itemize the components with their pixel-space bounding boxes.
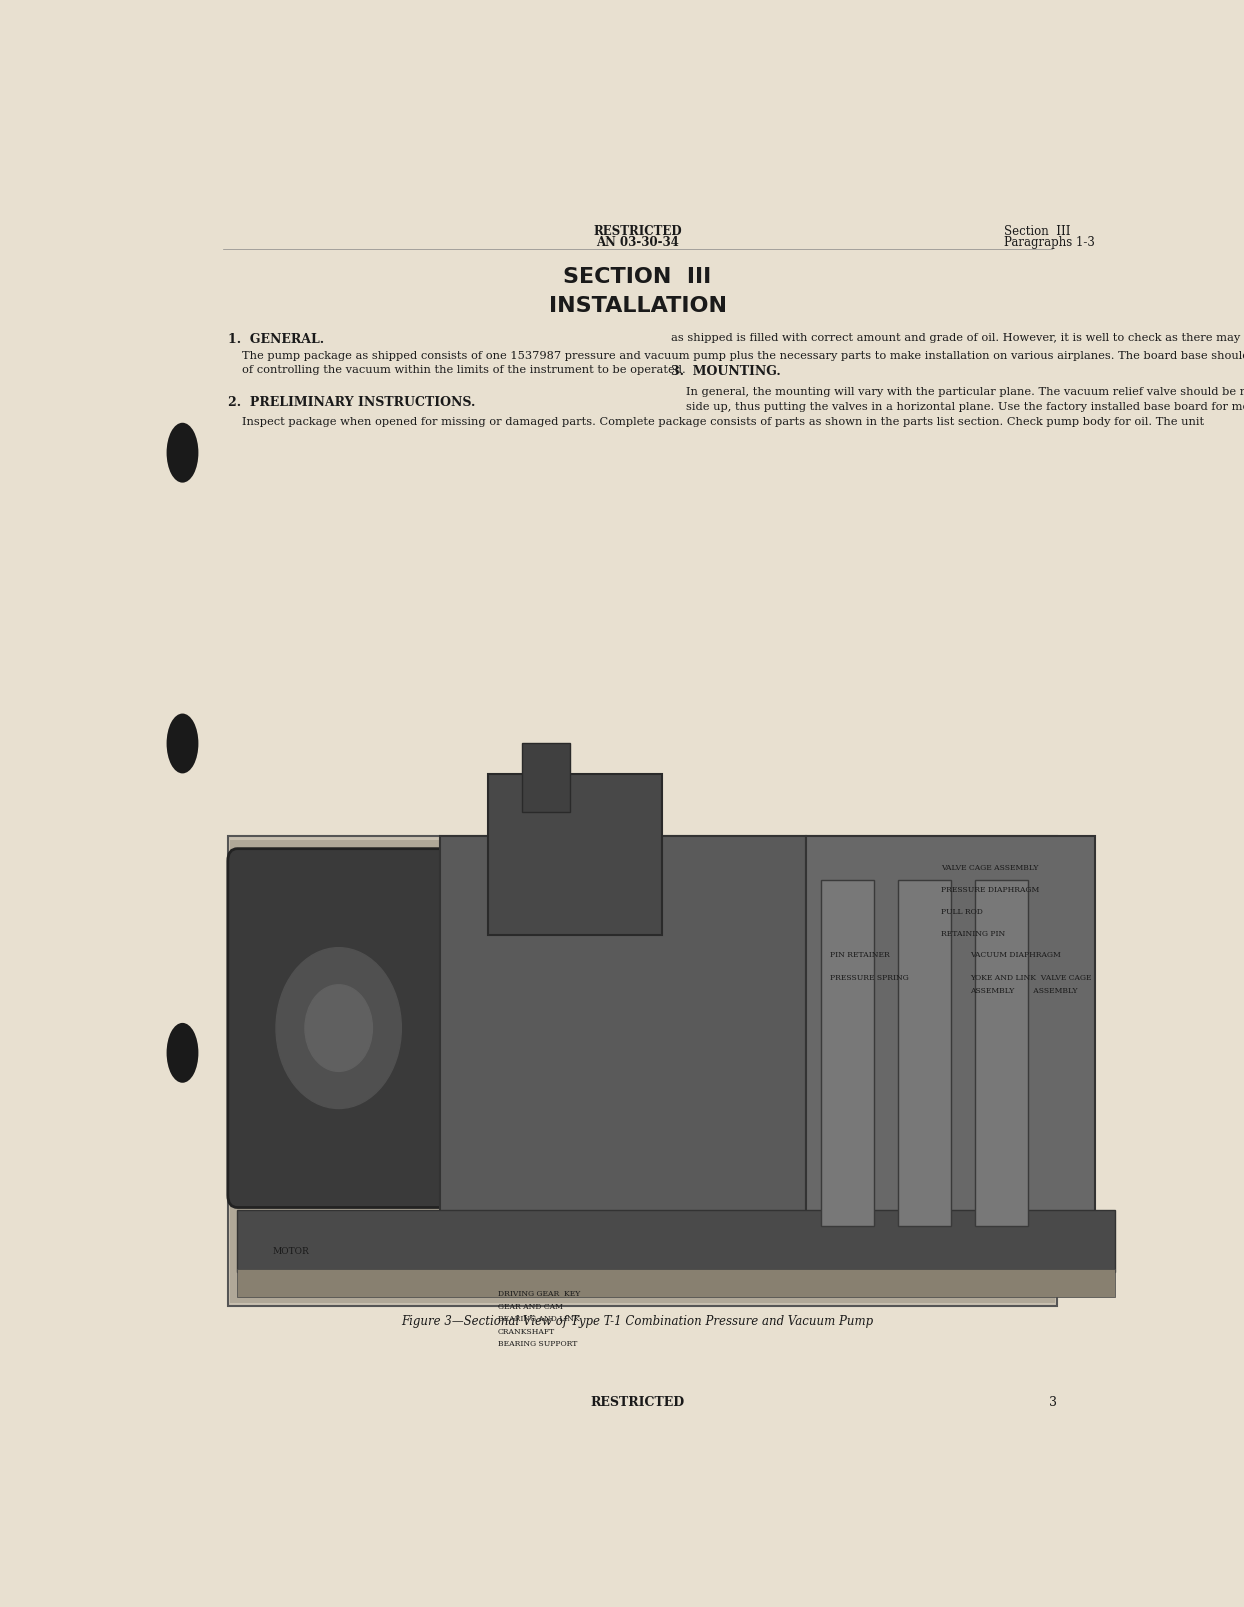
Text: RESTRICTED: RESTRICTED [593,225,682,238]
Text: INSTALLATION: INSTALLATION [549,296,726,315]
Text: PRESSURE DIAPHRAGM: PRESSURE DIAPHRAGM [942,885,1040,893]
Text: of controlling the vacuum within the limits of the instrument to be operated.: of controlling the vacuum within the lim… [243,365,685,376]
Text: RETAINING PIN: RETAINING PIN [942,930,1005,938]
Text: ASSEMBLY        ASSEMBLY: ASSEMBLY ASSEMBLY [970,987,1077,995]
Bar [821,879,873,1226]
Text: 3: 3 [1049,1395,1057,1409]
Text: as shipped is filled with correct amount and grade of oil. However, it is well t: as shipped is filled with correct amount… [672,333,1244,342]
Bar [238,1270,1115,1297]
Text: Section  III: Section III [1004,225,1070,238]
Text: CRANKSHAFT: CRANKSHAFT [498,1327,555,1335]
Ellipse shape [167,1024,198,1083]
Text: 3.  MOUNTING.: 3. MOUNTING. [672,365,781,379]
Bar [238,1210,1115,1271]
Bar [898,879,950,1226]
Text: Figure 3—Sectional View of Type T-1 Combination Pressure and Vacuum Pump: Figure 3—Sectional View of Type T-1 Comb… [402,1315,873,1327]
Text: PRESSURE SPRING: PRESSURE SPRING [831,974,909,982]
Text: The pump package as shipped consists of one 1537987 pressure and vacuum pump plu: The pump package as shipped consists of … [243,350,1244,360]
Text: PIN RETAINER: PIN RETAINER [831,951,891,959]
Circle shape [305,985,372,1072]
Text: Inspect package when opened for missing or damaged parts. Complete package consi: Inspect package when opened for missing … [243,416,1204,427]
Bar [440,836,806,1244]
FancyBboxPatch shape [228,848,449,1207]
Ellipse shape [167,714,198,773]
Text: BEARING AND LINK: BEARING AND LINK [498,1315,580,1323]
Text: YOKE AND LINK  VALVE CAGE: YOKE AND LINK VALVE CAGE [970,974,1092,982]
Text: Paragraphs 1-3: Paragraphs 1-3 [1004,236,1095,249]
Bar [488,775,662,935]
Text: RESTRICTED: RESTRICTED [591,1395,684,1409]
Bar [522,744,570,812]
Text: PULL ROD: PULL ROD [942,908,983,916]
Text: 1.  GENERAL.: 1. GENERAL. [228,333,323,346]
Text: MOTOR: MOTOR [272,1247,309,1257]
Text: In general, the mounting will vary with the particular plane. The vacuum relief : In general, the mounting will vary with … [685,387,1244,397]
Ellipse shape [167,423,198,482]
Text: AN 03-30-34: AN 03-30-34 [596,236,679,249]
Text: 2.  PRELIMINARY INSTRUCTIONS.: 2. PRELIMINARY INSTRUCTIONS. [228,395,475,408]
Bar [230,840,1055,1303]
Text: SECTION  III: SECTION III [564,267,712,288]
Text: GEAR AND CAM: GEAR AND CAM [498,1303,562,1311]
Bar [806,836,1096,1244]
Text: DRIVING GEAR  KEY: DRIVING GEAR KEY [498,1290,580,1298]
Text: VACUUM DIAPHRAGM: VACUUM DIAPHRAGM [970,951,1061,959]
Bar [228,836,1057,1306]
Text: VALVE CAGE ASSEMBLY: VALVE CAGE ASSEMBLY [942,863,1039,871]
Bar [975,879,1028,1226]
Circle shape [276,948,402,1109]
Text: BEARING SUPPORT: BEARING SUPPORT [498,1340,577,1348]
Text: side up, thus putting the valves in a horizontal plane. Use the factory installe: side up, thus putting the valves in a ho… [685,402,1244,411]
